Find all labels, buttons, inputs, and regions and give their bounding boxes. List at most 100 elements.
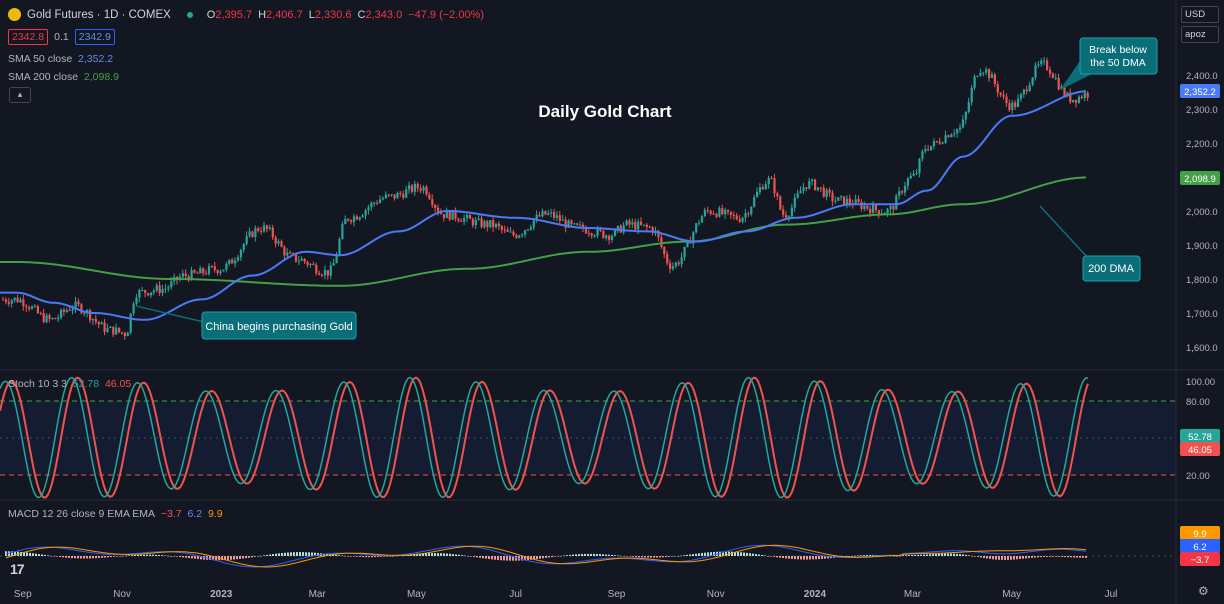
macd-hist-bar <box>974 556 976 557</box>
candle-body <box>758 187 762 192</box>
sma200-legend[interactable]: SMA 200 close 2,098.9 <box>8 71 119 83</box>
candle-body <box>205 273 208 275</box>
macd-hist-bar <box>929 554 931 556</box>
candle-body <box>1031 77 1034 85</box>
candle-body <box>28 307 31 309</box>
macd-hist-bar <box>473 556 475 557</box>
candle-body <box>497 223 501 227</box>
macd-hist-bar <box>677 555 679 557</box>
x-tick-label: Mar <box>904 589 922 600</box>
macd-hist-bar <box>476 556 478 558</box>
sell-price[interactable]: 2342.8 <box>8 29 49 45</box>
macd-hist-bar <box>911 555 913 556</box>
candle-body <box>216 269 219 274</box>
macd-hist-bar <box>710 552 712 556</box>
macd-legend[interactable]: MACD 12 26 close 9 EMA EMA −3.7 6.2 9.9 <box>8 508 223 520</box>
macd-hist-bar <box>287 552 289 556</box>
macd-hist-bar <box>275 553 277 556</box>
currency-selector[interactable]: USD apoz <box>1181 6 1219 46</box>
candle-body <box>303 258 306 262</box>
macd-hist-bar <box>110 556 112 558</box>
macd-hist-bar <box>662 556 664 558</box>
x-tick-label: May <box>407 589 426 600</box>
spread-value: 0.1 <box>54 31 69 43</box>
candle-body <box>1017 98 1020 107</box>
candle-body <box>590 233 593 236</box>
collapse-legend-button[interactable]: ▴ <box>9 87 31 103</box>
macd-hist-bar <box>332 554 334 556</box>
macd-hist-bar <box>440 553 442 556</box>
candle-body <box>326 270 329 276</box>
candle-body <box>254 228 257 238</box>
macd-hist-bar <box>737 552 739 556</box>
candle-body <box>799 190 802 194</box>
candle-body <box>94 318 97 322</box>
candle-body <box>1080 96 1083 98</box>
candle-body <box>1028 84 1031 92</box>
macd-hist-bar <box>926 554 928 556</box>
candle-body <box>631 222 634 225</box>
unit-selector[interactable]: apoz <box>1181 26 1219 43</box>
candle-body <box>776 193 779 197</box>
macd-hist-bar <box>14 551 16 556</box>
macd-hist-bar <box>995 556 997 560</box>
macd-hist-bar <box>758 554 760 556</box>
macd-hist-bar <box>500 556 502 561</box>
symbol-title[interactable]: Gold Futures · 1D · COMEX <box>27 8 171 21</box>
stoch-legend[interactable]: Stoch 10 3 3 52.78 46.05 <box>8 378 132 390</box>
currency-code[interactable]: USD <box>1181 6 1219 23</box>
candle-body <box>51 318 54 320</box>
candle-body <box>33 306 37 308</box>
macd-hist-bar <box>815 556 817 560</box>
macd-hist-bar <box>845 556 847 557</box>
candle-body <box>68 310 71 312</box>
gear-icon[interactable]: ⚙ <box>1198 584 1209 598</box>
macd-hist-bar <box>284 552 286 556</box>
sma50-legend[interactable]: SMA 50 close 2,352.2 <box>8 53 114 65</box>
macd-hist-bar <box>155 554 157 556</box>
candle-body <box>924 149 927 152</box>
macd-hist-bar <box>515 556 517 561</box>
macd-hist-bar <box>542 556 544 559</box>
macd-hist-bar <box>947 553 949 556</box>
macd-hist-bar <box>191 556 193 559</box>
candle-body <box>953 133 956 135</box>
candle-body <box>611 235 614 240</box>
candle-body <box>457 218 460 221</box>
macd-hist-bar <box>695 553 697 556</box>
macd-hist-bar <box>200 556 202 560</box>
macd-hist-bar <box>74 556 76 559</box>
candle-body <box>147 293 150 296</box>
macd-hist-bar <box>896 556 898 557</box>
candle-body <box>982 72 985 74</box>
candle-body <box>138 290 141 298</box>
change-value: −47.9 (−2.00%) <box>408 8 485 21</box>
macd-hist-bar <box>293 552 295 556</box>
macd-hist-bar <box>281 553 283 556</box>
candle-body <box>521 234 524 236</box>
macd-hist-bar <box>140 554 142 556</box>
candle-body <box>582 224 585 229</box>
buy-price[interactable]: 2342.9 <box>74 29 115 45</box>
macd-hist-bar <box>1070 556 1072 558</box>
candle-body <box>874 204 878 211</box>
candle-body <box>115 327 118 335</box>
annotation-text: Break below <box>1089 44 1147 56</box>
candle-body <box>42 313 45 323</box>
candle-body <box>167 287 170 289</box>
candle-body <box>379 199 382 204</box>
candle-body <box>903 186 907 193</box>
candle-body <box>686 240 689 247</box>
candle-body <box>761 187 764 190</box>
macd-hist-bar <box>29 552 31 556</box>
candle-body <box>790 207 793 217</box>
macd-hist-bar <box>32 553 34 556</box>
macd-hist-bar <box>683 555 685 556</box>
stoch-k-label: 52.78 <box>1188 432 1212 443</box>
candle-body <box>100 322 103 325</box>
candle-body <box>1019 94 1023 99</box>
high-label: H <box>258 8 267 21</box>
candle-body <box>973 76 976 88</box>
candle-body <box>1040 60 1043 65</box>
candle-body <box>845 198 849 206</box>
